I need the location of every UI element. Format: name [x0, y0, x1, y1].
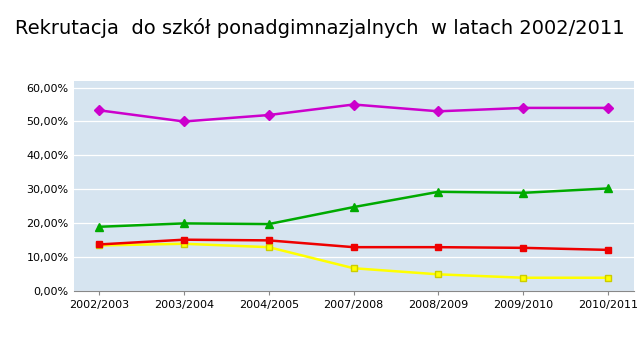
Line: Technika: Technika	[95, 184, 612, 231]
Technika	[95, 225, 103, 229]
Licea ogólnokształcące	[95, 108, 103, 112]
Line: Licea ogólnokształcące: Licea ogólnokształcące	[95, 101, 612, 125]
Zasadnicze Szkoły Zawodowe	[520, 246, 527, 250]
Technika	[180, 221, 188, 225]
Licea ogólnokształcące	[350, 102, 358, 107]
Technika	[520, 191, 527, 195]
Technika	[604, 186, 612, 191]
Zasadnicze Szkoły Zawodowe	[350, 245, 358, 249]
Licea profilowane	[95, 243, 103, 247]
Zasadnicze Szkoły Zawodowe	[180, 238, 188, 242]
Licea profilowane	[435, 272, 442, 277]
Licea ogólnokształcące	[520, 106, 527, 110]
Technika	[265, 222, 273, 226]
Licea ogólnokształcące	[265, 113, 273, 117]
Licea ogólnokształcące	[604, 106, 612, 110]
Zasadnicze Szkoły Zawodowe	[95, 242, 103, 246]
Licea profilowane	[520, 276, 527, 280]
Text: Rekrutacja  do szkół ponadgimnazjalnych  w latach 2002/2011: Rekrutacja do szkół ponadgimnazjalnych w…	[15, 18, 625, 38]
Licea ogólnokształcące	[435, 109, 442, 113]
Licea ogólnokształcące	[180, 119, 188, 124]
Licea profilowane	[180, 242, 188, 246]
Zasadnicze Szkoły Zawodowe	[265, 238, 273, 243]
Line: Licea profilowane: Licea profilowane	[95, 240, 612, 281]
Technika	[435, 190, 442, 194]
Licea profilowane	[350, 266, 358, 270]
Zasadnicze Szkoły Zawodowe	[604, 248, 612, 252]
Technika	[350, 205, 358, 209]
Zasadnicze Szkoły Zawodowe	[435, 245, 442, 249]
Licea profilowane	[604, 276, 612, 280]
Licea profilowane	[265, 245, 273, 249]
Line: Zasadnicze Szkoły Zawodowe: Zasadnicze Szkoły Zawodowe	[95, 236, 612, 253]
